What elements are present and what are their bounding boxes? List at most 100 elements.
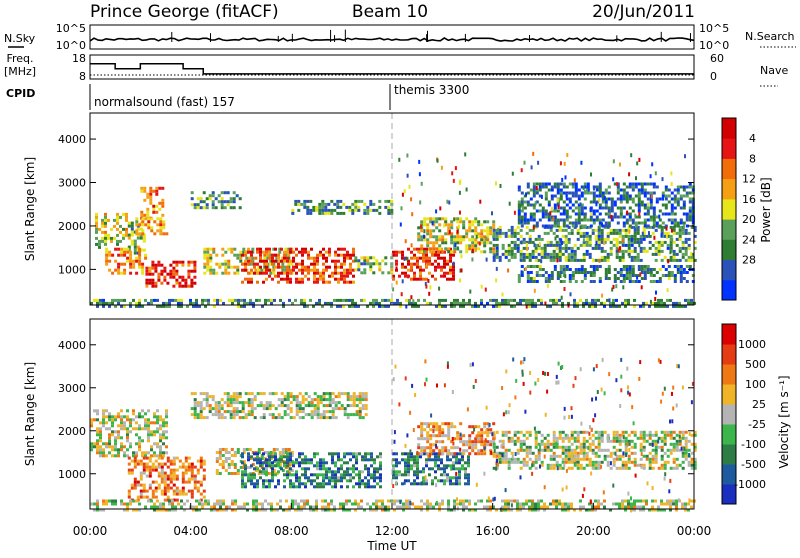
heat-cell — [209, 197, 212, 200]
heat-cell — [502, 232, 505, 235]
heat-cell — [634, 434, 637, 437]
heat-cell — [456, 235, 459, 238]
heat-cell — [307, 272, 310, 275]
heat-cell — [203, 272, 206, 275]
heat-cell — [215, 401, 218, 404]
heat-cell — [676, 449, 679, 452]
heat-cell — [671, 271, 674, 274]
heat-cell — [683, 224, 685, 228]
heat-cell — [108, 418, 111, 421]
heat-cell — [120, 415, 123, 418]
heat-cell — [316, 452, 319, 455]
heat-cell — [159, 503, 162, 506]
heat-cell — [553, 253, 556, 256]
heat-cell — [265, 485, 268, 488]
heat-cell — [586, 235, 589, 238]
heat-cell — [530, 271, 533, 274]
heat-cell — [652, 253, 655, 256]
heat-cell — [517, 226, 520, 229]
heat-cell — [666, 299, 669, 302]
heat-cell — [314, 404, 317, 407]
heat-cell — [104, 222, 107, 225]
heat-cell — [423, 446, 426, 449]
heat-cell — [122, 237, 125, 240]
heat-cell — [432, 449, 435, 452]
heat-cell — [134, 249, 137, 252]
heat-cell — [575, 271, 578, 274]
heat-cell — [446, 476, 449, 479]
heat-cell — [326, 404, 329, 407]
heat-cell — [458, 467, 461, 470]
heat-cell — [335, 416, 338, 419]
heat-cell — [550, 241, 553, 244]
heat-cell — [426, 446, 429, 449]
heat-cell — [189, 302, 192, 305]
heat-cell — [526, 452, 529, 455]
heat-cell — [239, 251, 242, 254]
heat-cell — [156, 217, 159, 220]
heat-cell — [401, 458, 404, 461]
heat-cell — [553, 440, 556, 443]
heat-cell — [449, 476, 452, 479]
heat-cell — [322, 275, 325, 278]
heat-cell — [119, 240, 122, 243]
heat-cell — [453, 250, 456, 253]
heat-cell — [557, 271, 560, 274]
heat-cell — [623, 274, 626, 277]
heat-cell — [161, 478, 164, 481]
heat-cell — [169, 270, 172, 273]
freq-tick-bottom: 8 — [79, 70, 86, 83]
heat-cell — [502, 431, 505, 434]
heat-cell — [334, 485, 337, 488]
heat-cell — [129, 257, 132, 260]
heat-cell — [101, 231, 104, 234]
heat-cell — [677, 192, 680, 195]
heat-cell — [435, 241, 438, 244]
heat-cell — [467, 479, 470, 482]
heat-cell — [228, 451, 231, 454]
heat-cell — [499, 256, 502, 259]
heat-cell — [577, 461, 580, 464]
heat-cell — [193, 270, 196, 273]
heat-cell — [682, 437, 685, 440]
heat-cell — [376, 455, 379, 458]
heat-cell — [203, 398, 206, 401]
heat-cell — [138, 412, 141, 415]
heat-cell — [616, 232, 619, 235]
heat-cell — [245, 392, 248, 395]
heat-cell — [322, 269, 325, 272]
heat-cell — [152, 469, 155, 472]
heat-cell — [467, 458, 470, 461]
heat-cell — [465, 244, 468, 247]
heat-cell — [165, 421, 168, 424]
heat-cell — [545, 277, 548, 280]
heat-cell — [280, 458, 283, 461]
heat-cell — [687, 302, 690, 305]
heat-cell — [104, 225, 107, 228]
heat-cell — [565, 449, 568, 452]
heat-cell — [620, 271, 623, 274]
heat-cell — [408, 302, 411, 305]
heat-cell — [538, 431, 541, 434]
heat-cell — [352, 476, 355, 479]
heat-cell — [496, 431, 499, 434]
heat-cell — [500, 184, 502, 188]
heat-cell — [474, 443, 477, 446]
heat-cell — [419, 272, 422, 275]
heat-cell — [187, 273, 190, 276]
heat-cell — [526, 464, 529, 467]
heat-cell — [447, 437, 450, 440]
heat-cell — [320, 398, 323, 401]
heat-cell — [584, 268, 587, 271]
heat-cell — [417, 235, 420, 238]
heat-cell — [363, 212, 366, 215]
heat-cell — [108, 500, 111, 503]
heat-cell — [620, 274, 623, 277]
heat-cell — [137, 463, 140, 466]
heat-cell — [617, 216, 620, 219]
heat-cell — [250, 476, 253, 479]
heat-cell — [446, 260, 449, 263]
heat-cell — [640, 250, 643, 253]
heat-cell — [283, 485, 286, 488]
heat-cell — [441, 449, 444, 452]
